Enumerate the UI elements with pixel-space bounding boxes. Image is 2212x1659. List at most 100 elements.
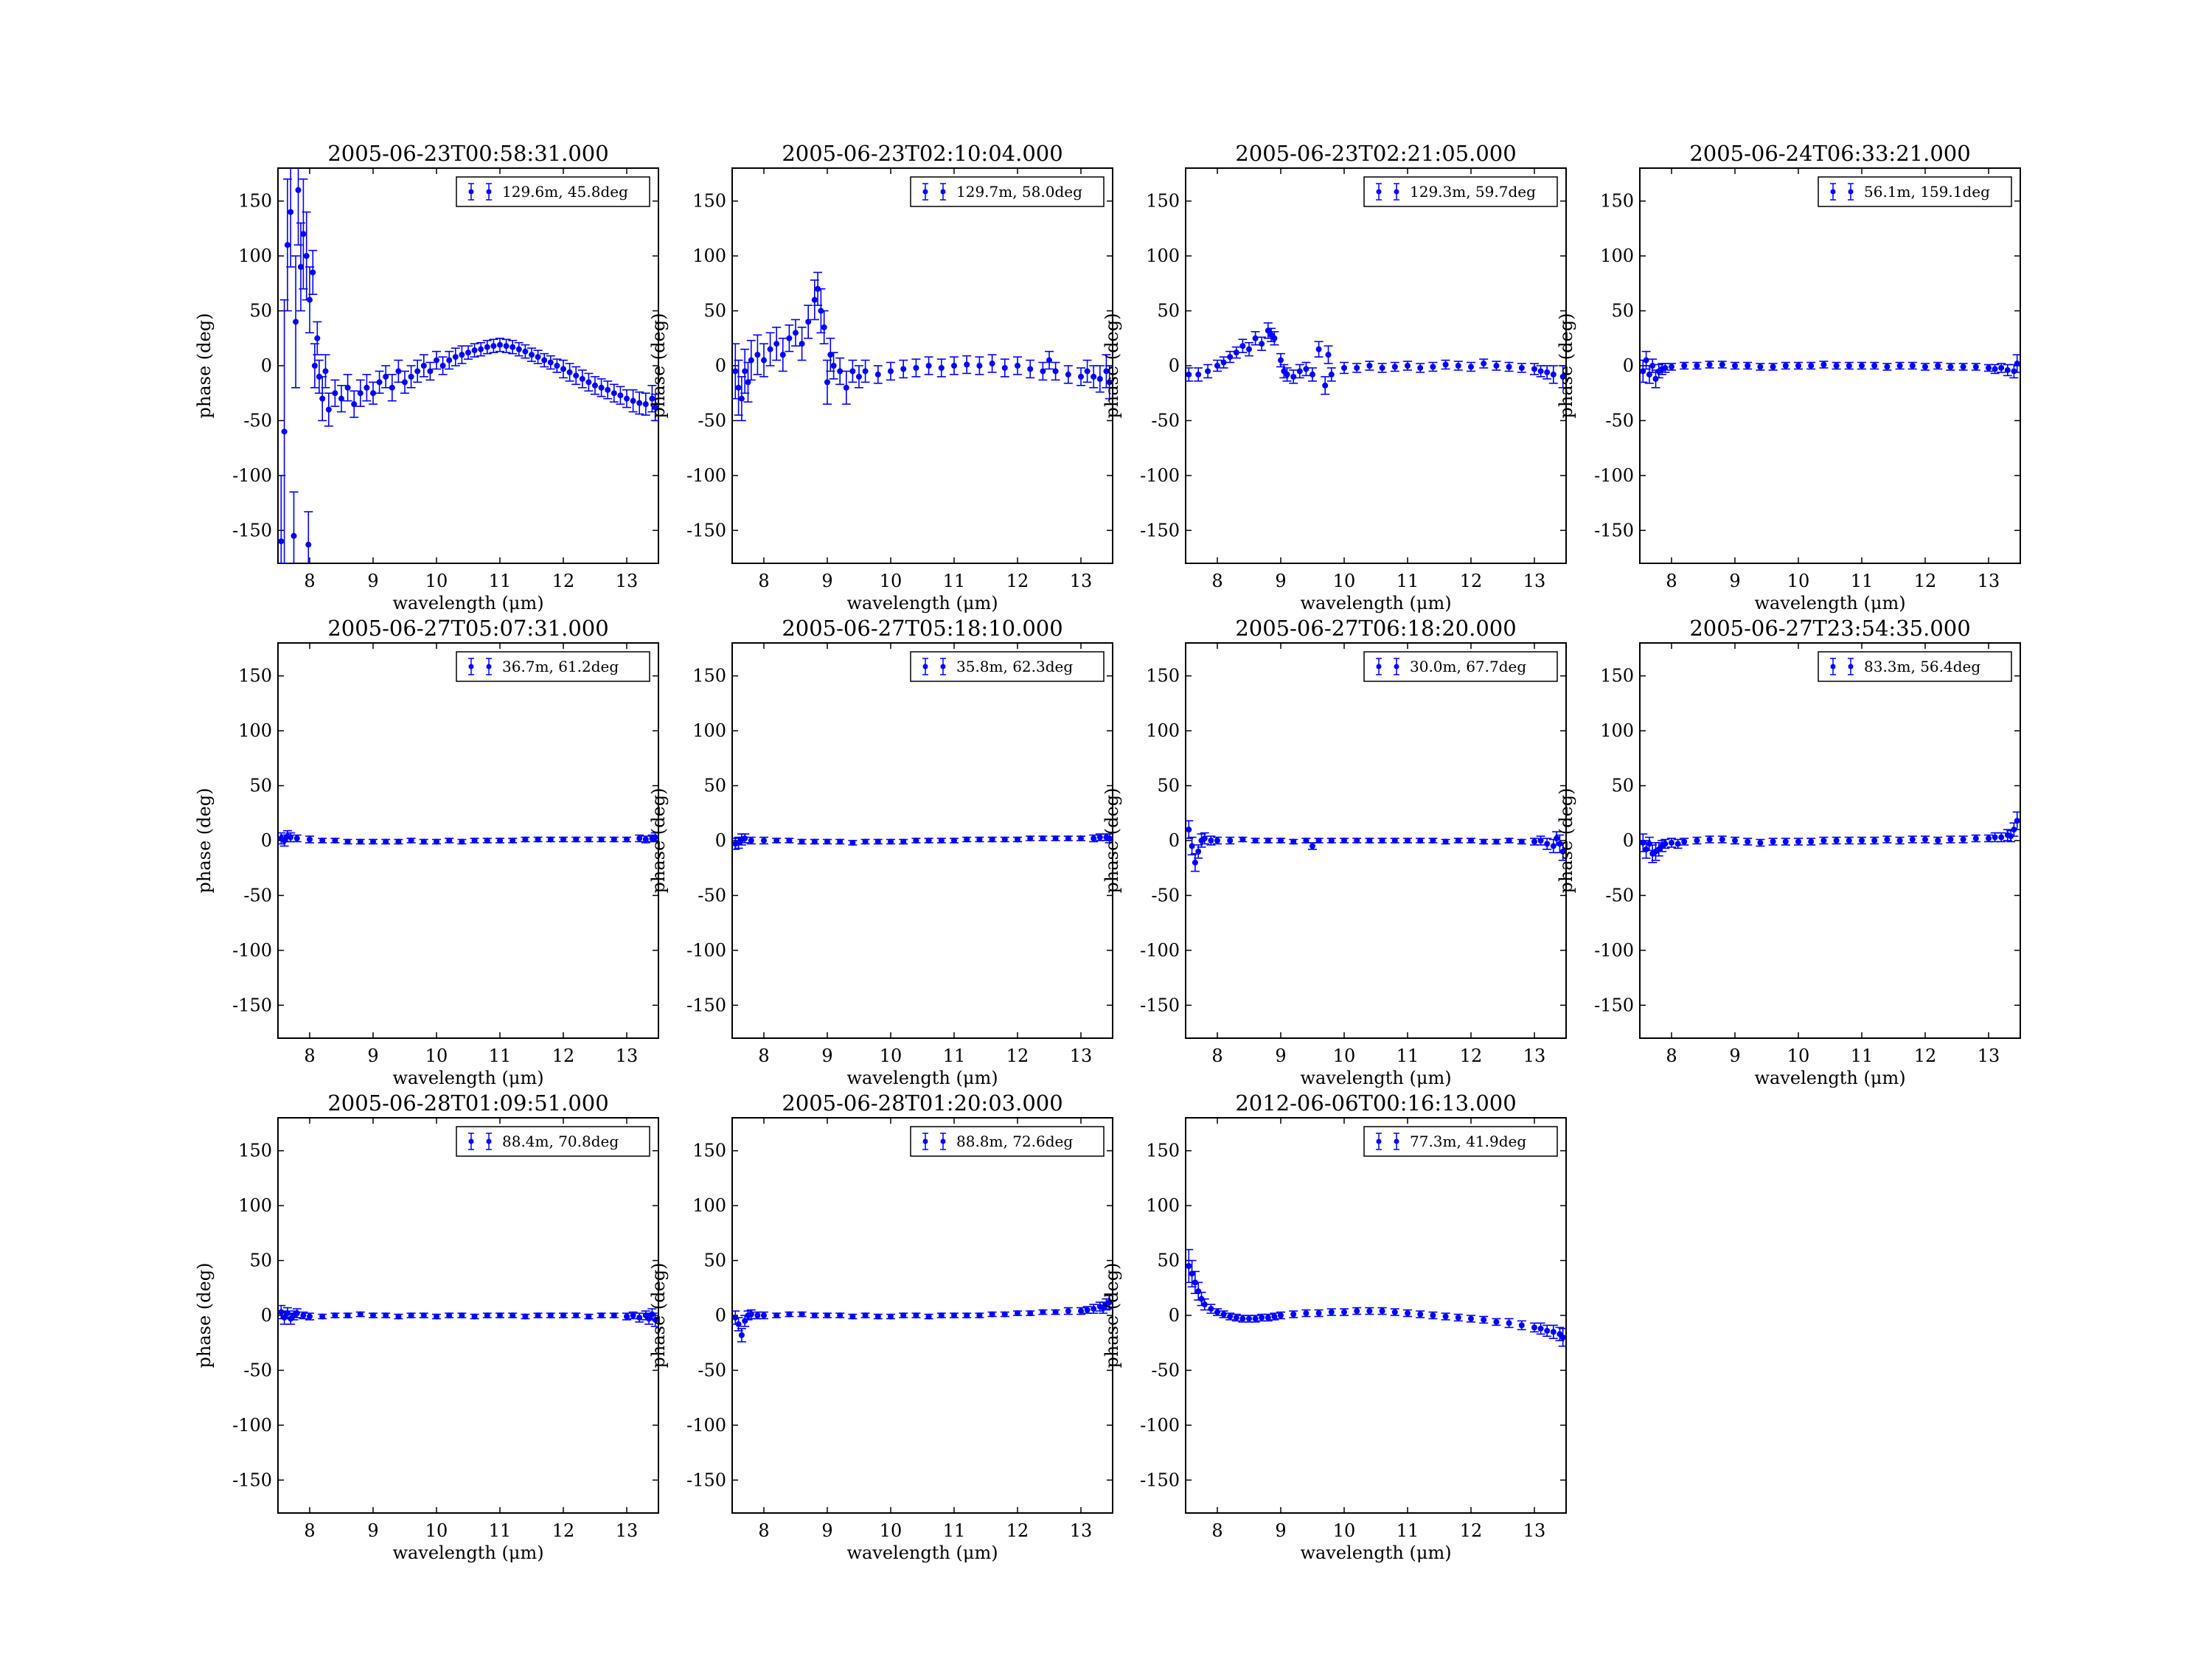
data-point [1105,833,1113,844]
data-marker [1195,848,1202,855]
data-marker [303,253,310,260]
data-point [1743,361,1753,370]
data-point [734,359,743,416]
data-marker [1770,364,1776,370]
data-point [1301,361,1311,377]
data-point [369,1312,378,1318]
data-point [597,1312,606,1318]
data-point [1428,1311,1438,1320]
data-marker [1531,366,1537,372]
data-marker [1732,363,1738,369]
data-point [419,354,428,378]
data-point [622,1312,631,1321]
data-point [924,356,933,375]
x-tick-label: 13 [1070,571,1093,591]
data-point [546,355,555,370]
data-marker [642,836,649,843]
data-marker [1214,363,1220,369]
y-tick-label: -50 [1605,410,1634,431]
data-marker [1417,364,1424,371]
data-marker [799,1311,805,1318]
data-marker [1290,1311,1297,1318]
data-point [292,834,302,843]
data-marker [1106,835,1113,842]
y-tick-label: -100 [232,1415,272,1436]
x-axis-label: wavelength (μm) [1300,1543,1451,1563]
x-tick-label: 11 [1397,1046,1419,1066]
data-marker [446,1312,453,1318]
data-point [1536,835,1545,846]
data-marker [1189,843,1195,849]
data-point [737,1328,746,1343]
data-marker [370,390,376,397]
data-marker [278,538,285,545]
data-marker [989,361,995,367]
data-marker [497,341,503,348]
x-tick-label: 10 [425,1046,448,1066]
legend-marker [1376,664,1382,669]
data-point [1768,838,1778,846]
data-point [886,838,895,845]
x-tick-label: 13 [1070,1046,1093,1066]
data-point [304,511,313,563]
data-point [1051,361,1060,381]
data-marker [370,1312,376,1318]
data-marker [805,319,812,325]
data-point [1000,1311,1009,1318]
data-point [438,356,448,375]
data-point [1517,363,1526,373]
data-marker [1106,1299,1113,1306]
data-marker [1233,349,1239,356]
data-marker [325,406,332,413]
data-point [975,1312,984,1318]
data-point [1453,1313,1463,1322]
data-marker [630,397,636,404]
data-point [737,376,746,422]
data-marker [535,354,541,361]
data-marker [484,1312,490,1318]
data-marker [1468,838,1474,844]
data-point [1819,836,1829,845]
data-point [1403,361,1412,371]
data-point [759,343,768,378]
data-marker [1078,373,1084,380]
data-point [343,1312,352,1318]
data-point [1536,1322,1545,1335]
legend-label: 129.7m, 58.0deg [956,183,1082,201]
data-marker [925,363,932,369]
data-point [1492,361,1501,371]
data-marker [1052,368,1059,375]
data-point [1921,363,1930,371]
data-marker [748,838,754,844]
data-point [1213,836,1222,845]
data-marker [976,1312,983,1318]
data-marker [566,369,573,375]
data-point [355,379,365,407]
data-marker [1669,839,1674,846]
x-tick-label: 13 [1523,1046,1546,1066]
data-point [1467,1315,1475,1323]
data-marker [509,344,516,350]
data-marker [1506,364,1512,370]
data-marker [617,392,624,399]
data-marker [652,1316,658,1323]
data-point [1692,361,1702,370]
data-point [1251,1315,1260,1323]
data-marker [414,368,421,375]
legend-marker [1830,664,1836,669]
data-point [591,376,599,395]
x-tick-label: 12 [552,1520,575,1541]
data-point [1077,1307,1085,1315]
data-point [835,357,845,386]
subplot-9: 8 9 10 11 12 13 -150 -100 -50 0 50 100 150 2005-06-28… [194,1091,659,1563]
x-tick-label: 10 [1333,571,1356,591]
x-tick-label: 8 [758,1046,769,1066]
data-point [962,1312,972,1318]
x-tick-label: 11 [1851,1046,1874,1066]
data-point [1077,835,1085,842]
data-marker [1296,368,1303,375]
data-point [650,832,658,843]
data-point [1026,835,1035,842]
data-marker [1227,354,1234,361]
data-marker [1205,368,1211,375]
